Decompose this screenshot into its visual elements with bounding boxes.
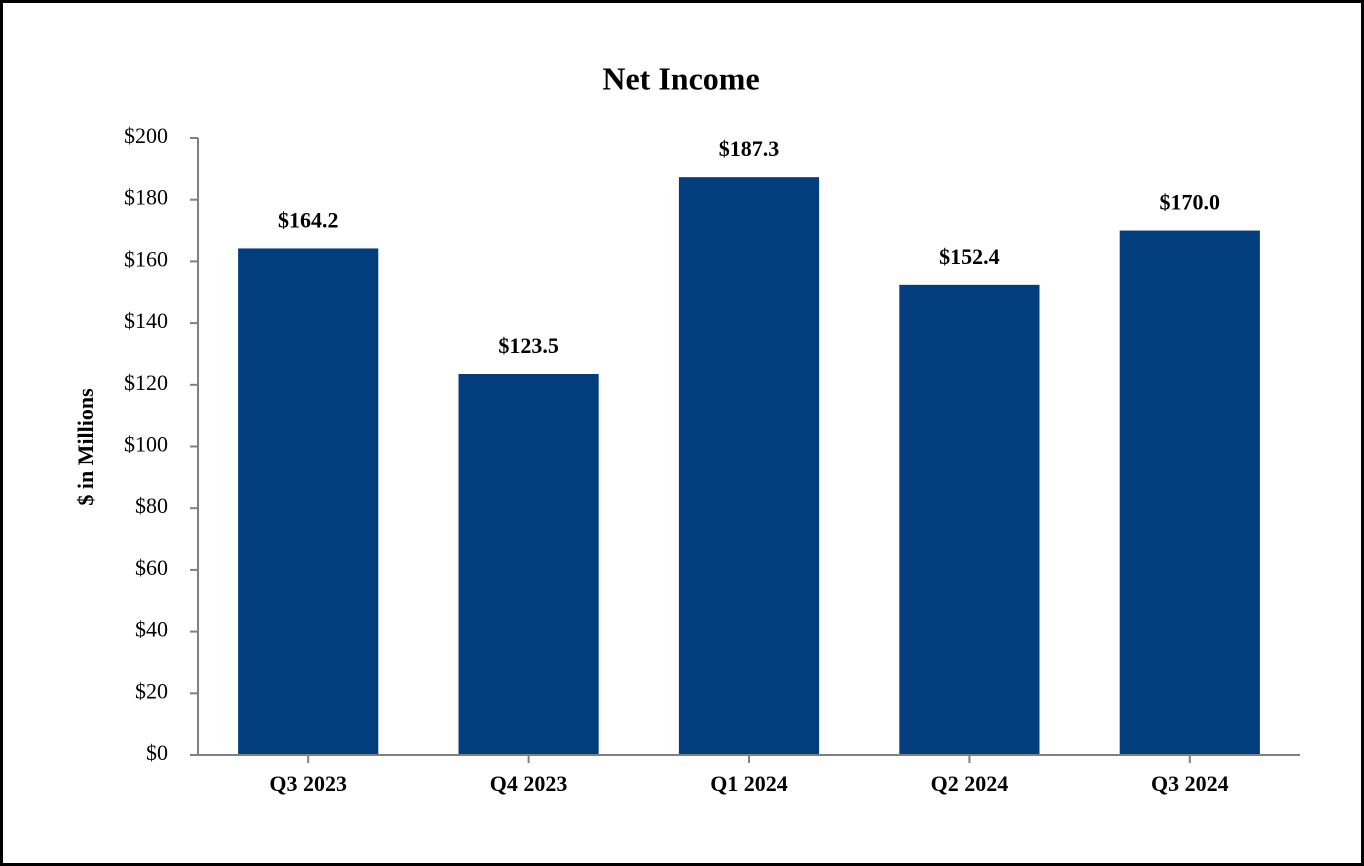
y-tick-label: $0 bbox=[146, 740, 168, 765]
chart-title: Net Income bbox=[602, 60, 759, 96]
y-tick-label: $200 bbox=[124, 123, 168, 148]
bar bbox=[678, 177, 820, 755]
x-tick-label: Q2 2024 bbox=[931, 771, 1009, 796]
x-tick-label: Q3 2024 bbox=[1151, 771, 1229, 796]
y-tick-label: $100 bbox=[124, 432, 168, 457]
y-tick-label: $160 bbox=[124, 246, 168, 271]
y-tick-label: $180 bbox=[124, 185, 168, 210]
bar bbox=[899, 284, 1040, 755]
value-label: $187.3 bbox=[719, 136, 780, 161]
x-tick-label: Q4 2023 bbox=[490, 771, 568, 796]
y-tick-label: $140 bbox=[124, 308, 168, 333]
y-tick-label: $80 bbox=[135, 493, 168, 518]
x-tick-label: Q1 2024 bbox=[710, 771, 788, 796]
y-tick-label: $20 bbox=[135, 678, 168, 703]
x-tick-label: Q3 2023 bbox=[269, 771, 347, 796]
value-label: $123.5 bbox=[498, 333, 559, 358]
value-label: $170.0 bbox=[1160, 190, 1221, 215]
bar bbox=[238, 248, 379, 755]
y-tick-label: $60 bbox=[135, 555, 168, 580]
bar bbox=[458, 374, 599, 755]
y-tick-label: $40 bbox=[135, 617, 168, 642]
y-axis-label: $ in Millions bbox=[73, 388, 98, 506]
y-tick-label: $120 bbox=[124, 370, 168, 395]
value-label: $164.2 bbox=[278, 207, 339, 232]
value-label: $152.4 bbox=[939, 244, 1000, 269]
bar bbox=[1119, 230, 1260, 756]
